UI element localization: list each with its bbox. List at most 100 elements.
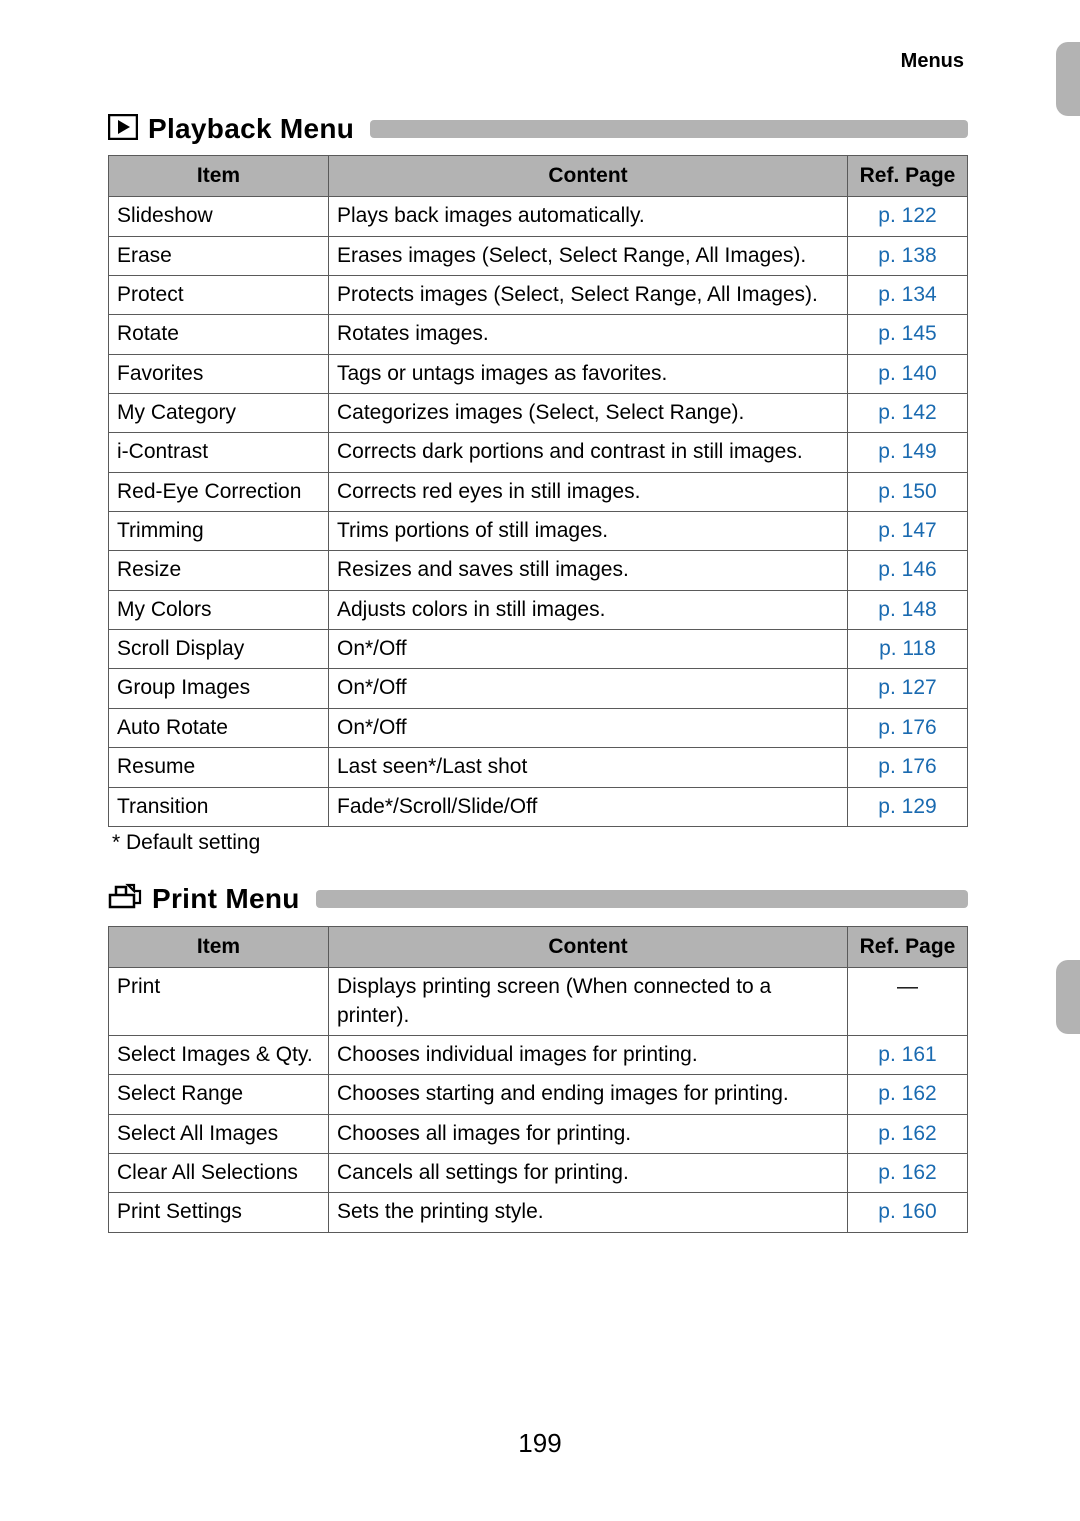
table-row: My ColorsAdjusts colors in still images.… [109, 590, 968, 629]
thumb-tab-top [1056, 42, 1080, 116]
cell-item: My Colors [109, 590, 329, 629]
section-header-playback: Playback Menu [108, 113, 968, 145]
cell-content: Fade*/Scroll/Slide/Off [329, 787, 848, 826]
print-menu-table: Item Content Ref. Page PrintDisplays pri… [108, 926, 968, 1233]
table-row: Select All ImagesChooses all images for … [109, 1114, 968, 1153]
print-icon [108, 883, 142, 916]
cell-content: Tags or untags images as favorites. [329, 354, 848, 393]
playback-icon [108, 114, 138, 145]
cell-ref[interactable]: p. 150 [848, 472, 968, 511]
cell-ref[interactable]: p. 149 [848, 433, 968, 472]
section-header-print: Print Menu [108, 883, 968, 916]
table-row: Clear All SelectionsCancels all settings… [109, 1153, 968, 1192]
cell-item: Auto Rotate [109, 708, 329, 747]
cell-content: Erases images (Select, Select Range, All… [329, 236, 848, 275]
cell-content: Chooses all images for printing. [329, 1114, 848, 1153]
breadcrumb: Menus [108, 50, 968, 73]
col-item: Item [109, 926, 329, 967]
cell-ref[interactable]: p. 161 [848, 1035, 968, 1074]
page: Menus Playback Menu Item Content Ref. Pa… [0, 0, 1080, 1521]
col-content: Content [329, 156, 848, 197]
cell-content: Displays printing screen (When connected… [329, 968, 848, 1036]
cell-ref[interactable]: p. 162 [848, 1114, 968, 1153]
cell-ref[interactable]: p. 176 [848, 748, 968, 787]
cell-item: Print Settings [109, 1193, 329, 1232]
cell-content: On*/Off [329, 708, 848, 747]
col-content: Content [329, 926, 848, 967]
cell-ref[interactable]: p. 145 [848, 315, 968, 354]
cell-item: Print [109, 968, 329, 1036]
page-number: 199 [0, 1428, 1080, 1459]
cell-ref[interactable]: p. 127 [848, 669, 968, 708]
table-header-row: Item Content Ref. Page [109, 156, 968, 197]
content-area: Menus Playback Menu Item Content Ref. Pa… [108, 50, 968, 1233]
cell-ref[interactable]: p. 129 [848, 787, 968, 826]
table-row: Select Images & Qty.Chooses individual i… [109, 1035, 968, 1074]
footnote: * Default setting [108, 831, 968, 855]
section-rule [370, 120, 968, 138]
table-row: TransitionFade*/Scroll/Slide/Offp. 129 [109, 787, 968, 826]
table-header-row: Item Content Ref. Page [109, 926, 968, 967]
table-row: FavoritesTags or untags images as favori… [109, 354, 968, 393]
cell-item: Erase [109, 236, 329, 275]
cell-content: Chooses starting and ending images for p… [329, 1075, 848, 1114]
cell-ref[interactable]: p. 142 [848, 394, 968, 433]
thumb-tab-bottom [1056, 960, 1080, 1034]
cell-ref[interactable]: p. 138 [848, 236, 968, 275]
cell-ref[interactable]: p. 162 [848, 1153, 968, 1192]
cell-content: On*/Off [329, 669, 848, 708]
cell-ref[interactable]: p. 160 [848, 1193, 968, 1232]
cell-content: Adjusts colors in still images. [329, 590, 848, 629]
cell-item: Trimming [109, 512, 329, 551]
table-row: Red-Eye CorrectionCorrects red eyes in s… [109, 472, 968, 511]
cell-ref[interactable]: p. 176 [848, 708, 968, 747]
cell-content: Chooses individual images for printing. [329, 1035, 848, 1074]
cell-item: Group Images [109, 669, 329, 708]
playback-menu-table: Item Content Ref. Page SlideshowPlays ba… [108, 155, 968, 827]
section-rule [316, 890, 968, 908]
cell-content: Last seen*/Last shot [329, 748, 848, 787]
cell-content: Protects images (Select, Select Range, A… [329, 276, 848, 315]
section-title: Playback Menu [148, 113, 354, 145]
cell-item: My Category [109, 394, 329, 433]
cell-content: Cancels all settings for printing. [329, 1153, 848, 1192]
cell-ref[interactable]: p. 122 [848, 197, 968, 236]
table-row: ProtectProtects images (Select, Select R… [109, 276, 968, 315]
cell-ref[interactable]: p. 134 [848, 276, 968, 315]
cell-content: On*/Off [329, 630, 848, 669]
table-row: Scroll DisplayOn*/Offp. 118 [109, 630, 968, 669]
cell-ref[interactable]: p. 148 [848, 590, 968, 629]
cell-item: Transition [109, 787, 329, 826]
cell-ref[interactable]: p. 162 [848, 1075, 968, 1114]
table-row: Group ImagesOn*/Offp. 127 [109, 669, 968, 708]
col-item: Item [109, 156, 329, 197]
cell-content: Plays back images automatically. [329, 197, 848, 236]
cell-content: Corrects red eyes in still images. [329, 472, 848, 511]
cell-ref[interactable]: p. 147 [848, 512, 968, 551]
table-row: i-ContrastCorrects dark portions and con… [109, 433, 968, 472]
table-row: ResumeLast seen*/Last shotp. 176 [109, 748, 968, 787]
table-row: Print SettingsSets the printing style.p.… [109, 1193, 968, 1232]
cell-ref[interactable]: p. 146 [848, 551, 968, 590]
cell-item: Favorites [109, 354, 329, 393]
table-row: My CategoryCategorizes images (Select, S… [109, 394, 968, 433]
cell-content: Rotates images. [329, 315, 848, 354]
cell-ref[interactable]: p. 118 [848, 630, 968, 669]
col-ref: Ref. Page [848, 156, 968, 197]
col-ref: Ref. Page [848, 926, 968, 967]
cell-item: Rotate [109, 315, 329, 354]
cell-content: Resizes and saves still images. [329, 551, 848, 590]
cell-item: Clear All Selections [109, 1153, 329, 1192]
table-row: Auto RotateOn*/Offp. 176 [109, 708, 968, 747]
table-row: PrintDisplays printing screen (When conn… [109, 968, 968, 1036]
cell-item: Slideshow [109, 197, 329, 236]
cell-ref[interactable]: p. 140 [848, 354, 968, 393]
table-row: RotateRotates images.p. 145 [109, 315, 968, 354]
cell-content: Corrects dark portions and contrast in s… [329, 433, 848, 472]
cell-item: Red-Eye Correction [109, 472, 329, 511]
cell-item: Resize [109, 551, 329, 590]
cell-item: Scroll Display [109, 630, 329, 669]
table-row: SlideshowPlays back images automatically… [109, 197, 968, 236]
cell-content: Trims portions of still images. [329, 512, 848, 551]
cell-item: Select Range [109, 1075, 329, 1114]
